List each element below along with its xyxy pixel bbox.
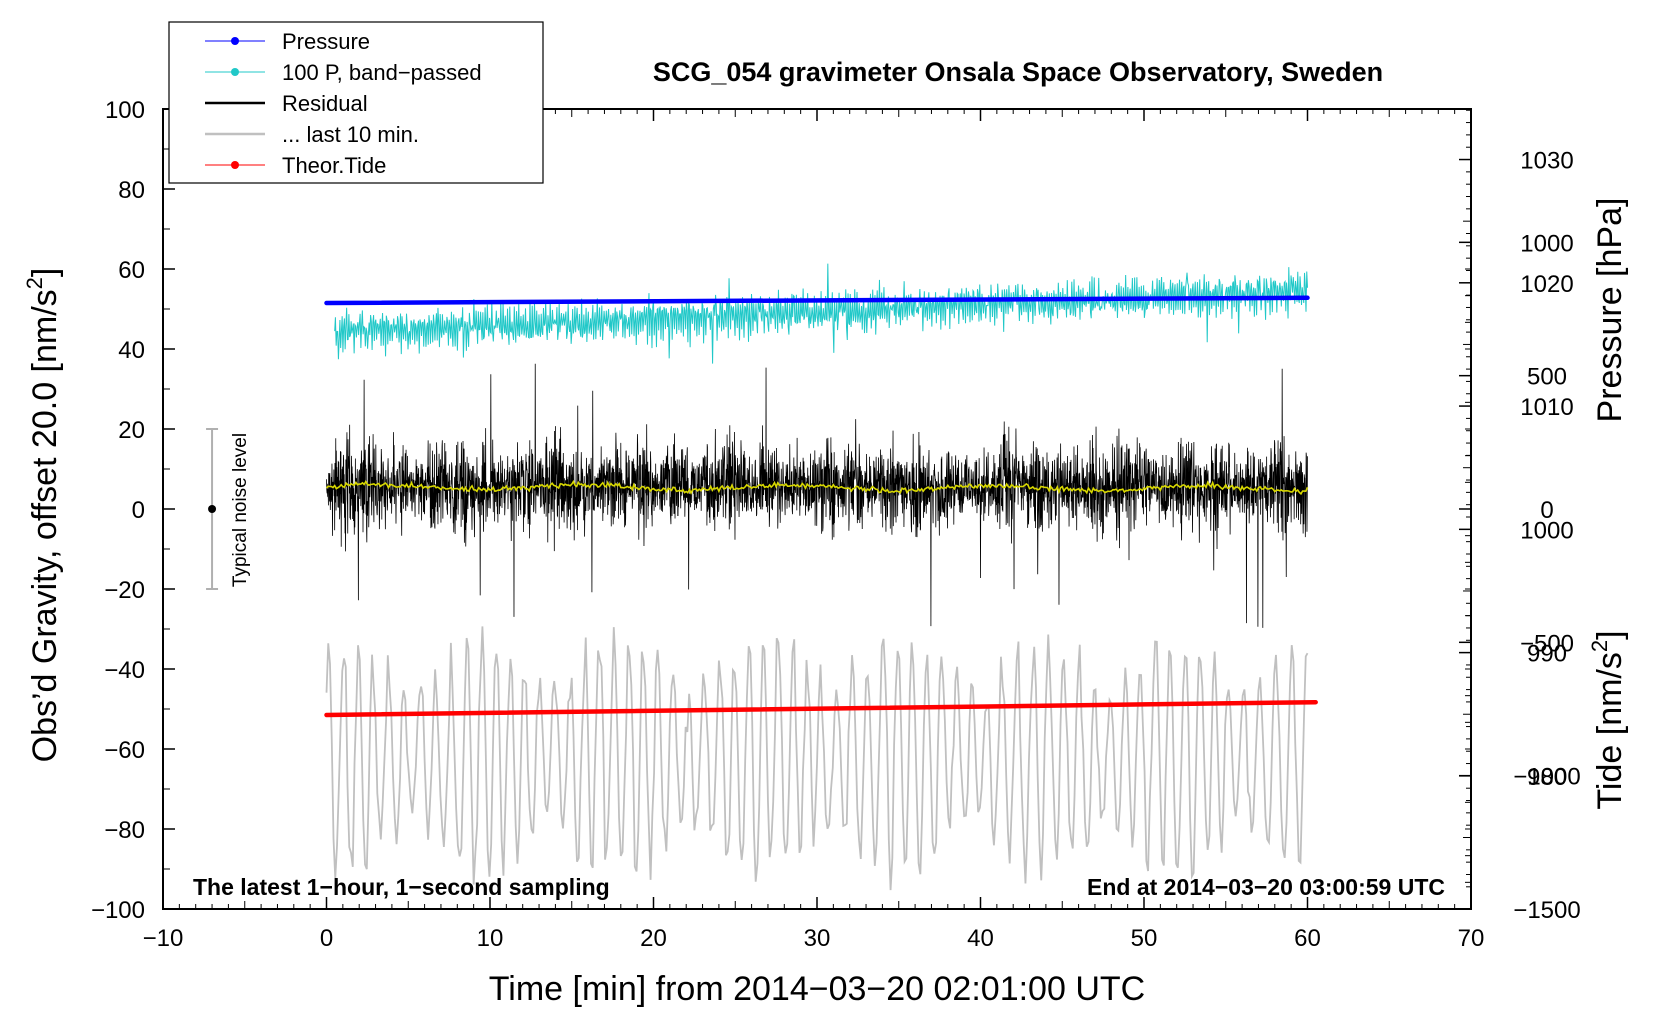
last-10-min-series	[325, 626, 1309, 891]
y-tick-label: 100	[105, 97, 145, 124]
legend-label: Pressure	[282, 29, 370, 54]
y-tick-label: −100	[91, 897, 145, 924]
y-tick-label: −60	[104, 737, 145, 764]
pressure-tick-label: 1020	[1520, 271, 1573, 298]
tide-tick-label: −1000	[1513, 764, 1580, 791]
y-tick-label: −40	[104, 657, 145, 684]
tide-line	[324, 699, 1318, 718]
tide-axis-title-end: ]	[1591, 630, 1629, 639]
x-tick-label: 30	[804, 925, 831, 952]
legend-marker	[231, 161, 239, 169]
tide-axis-title: Tide [nm/s2]	[1587, 630, 1629, 809]
pressure-tick-label: 1030	[1520, 148, 1573, 175]
tide-tick-label: 0	[1540, 497, 1553, 524]
residual-smoothed-series	[325, 479, 1309, 496]
tide-axis-title-sup: 2	[1587, 640, 1612, 652]
y-tick-label: −80	[104, 817, 145, 844]
pressure-series	[324, 295, 1310, 306]
x-axis-title: Time [min] from 2014−03−20 02:01:00 UTC	[489, 970, 1145, 1008]
pressure-axis-title: Pressure [hPa]	[1591, 198, 1629, 423]
annotation-sampling: The latest 1−hour, 1−second sampling	[193, 874, 610, 900]
legend-label: 100 P, band−passed	[282, 60, 482, 85]
last-10-min-line	[325, 626, 1309, 891]
tide-tick-label: 1000	[1520, 230, 1573, 257]
pressure-line	[324, 295, 1310, 306]
y-axis-title-main: Obs’d Gravity, offset 20.0 [nm/s	[26, 289, 64, 762]
x-tick-label: −10	[143, 925, 184, 952]
legend-label: Theor.Tide	[282, 153, 386, 178]
x-tick-label: 50	[1131, 925, 1158, 952]
y-axis-title: Obs’d Gravity, offset 20.0 [nm/s2]	[22, 268, 64, 763]
x-tick-label: 40	[967, 925, 994, 952]
x-axis-ticks: −10 0 10 20 30 40 50 60 70	[143, 109, 1485, 952]
y-tick-label: 80	[118, 177, 145, 204]
pressure-tick-label: 1010	[1520, 394, 1573, 421]
tide-axis-title-main: Tide [nm/s	[1591, 652, 1629, 809]
residual-series	[326, 363, 1308, 628]
residual-line	[326, 363, 1308, 628]
legend-label: Residual	[282, 91, 368, 116]
pressure-tick-label: 980	[1527, 764, 1567, 791]
x-tick-label: 0	[320, 925, 333, 952]
tide-axis-ticks: 1000 500 0 −500 −1000 −1500	[1459, 230, 1581, 924]
residual-smoothed-line	[325, 479, 1309, 496]
legend: Pressure 100 P, band−passed Residual ... la…	[168, 21, 544, 184]
annotation-end-time: End at 2014−03−20 03:00:59 UTC	[1087, 874, 1445, 900]
pressure-tick-label: 990	[1527, 641, 1567, 668]
noise-label: Typical noise level	[230, 433, 251, 587]
band-passed-pressure-series	[334, 263, 1308, 364]
x-tick-label: 10	[477, 925, 504, 952]
pressure-tick-label: 1000	[1520, 517, 1573, 544]
legend-label: ... last 10 min.	[282, 122, 419, 147]
y-tick-label: 20	[118, 417, 145, 444]
y-axis-title-end: ]	[26, 268, 64, 277]
y-axis-title-sup: 2	[22, 277, 47, 289]
x-tick-label: 20	[640, 925, 667, 952]
y-axis-ticks: 100 80 60 40 20 0 −20 −40 −60 −80 −100	[91, 97, 175, 924]
legend-marker	[231, 68, 239, 76]
y-tick-label: 60	[118, 257, 145, 284]
tide-tick-label: −500	[1520, 630, 1574, 657]
y-tick-label: −20	[104, 577, 145, 604]
pressure-axis-ticks: 1030 1020 1010 1000 990 980	[1459, 109, 1574, 888]
theoretical-tide-series	[324, 699, 1318, 718]
legend-marker	[231, 37, 239, 45]
y-tick-label: 0	[132, 497, 145, 524]
band-passed-line	[334, 263, 1308, 364]
tide-tick-label: 500	[1527, 364, 1567, 391]
typical-noise-level	[206, 428, 219, 590]
noise-bar-dot	[208, 505, 217, 513]
y-tick-label: 40	[118, 337, 145, 364]
chart-title: SCG_054 gravimeter Onsala Space Observat…	[653, 57, 1383, 87]
x-tick-label: 60	[1294, 925, 1321, 952]
tide-tick-label: −1500	[1513, 897, 1580, 924]
x-tick-label: 70	[1458, 925, 1485, 952]
